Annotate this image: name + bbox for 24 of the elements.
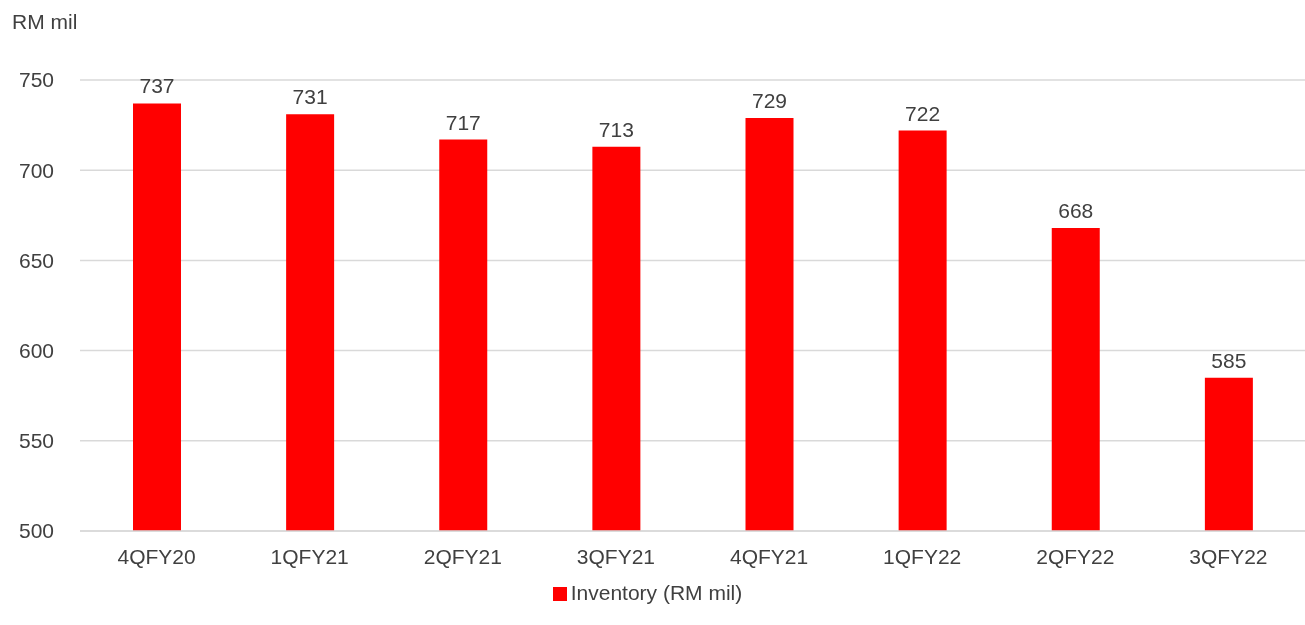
y-axis-title: RM mil	[12, 10, 78, 34]
y-tick-label: 550	[18, 429, 54, 453]
data-label: 722	[905, 101, 941, 125]
x-tick-label: 3QFY21	[576, 544, 656, 568]
y-tick-label: 700	[18, 158, 54, 182]
data-label: 717	[445, 110, 481, 134]
data-label: 737	[139, 74, 175, 98]
x-tick-label: 4QFY20	[117, 544, 196, 568]
data-label: 585	[1211, 348, 1247, 372]
x-tick-label: 1QFY21	[270, 544, 349, 568]
x-tick-label: 1QFY22	[883, 544, 962, 568]
y-tick-label: 650	[18, 248, 54, 272]
x-tick-label: 4QFY21	[729, 544, 809, 568]
x-tick-label: 3QFY22	[1189, 544, 1268, 568]
data-label: 729	[751, 88, 788, 112]
data-label: 713	[598, 117, 634, 141]
data-label: 668	[1058, 198, 1094, 222]
y-tick-label: 750	[18, 68, 54, 92]
data-label: 731	[292, 85, 328, 109]
y-tick-label: 500	[18, 519, 54, 543]
y-tick-label: 600	[18, 339, 54, 363]
legend-label: Inventory (RM mil)	[570, 581, 743, 604]
x-tick-label: 2QFY22	[1036, 544, 1115, 568]
x-tick-label: 2QFY21	[423, 544, 502, 568]
